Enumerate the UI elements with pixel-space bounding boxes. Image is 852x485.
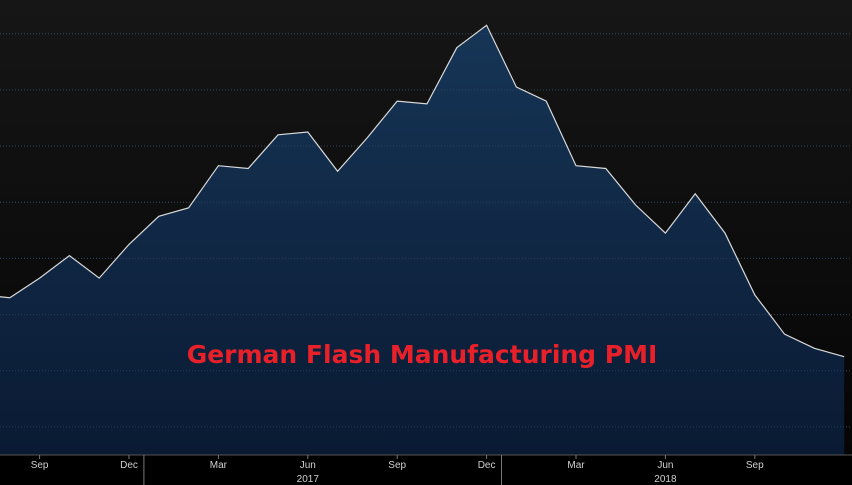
axis-background <box>0 455 852 485</box>
chart-title: German Flash Manufacturing PMI <box>187 340 658 369</box>
data-point <box>158 215 160 217</box>
x-tick-label: Mar <box>210 460 228 471</box>
x-tick-label: Dec <box>120 460 138 471</box>
data-point <box>426 103 428 105</box>
gridlines-overlay <box>0 33 852 428</box>
x-tick-label: Sep <box>388 460 406 471</box>
x-tick-label: Jun <box>300 460 316 471</box>
x-tick-label: Sep <box>746 460 764 471</box>
data-point <box>634 204 636 206</box>
x-tick-label: Mar <box>567 460 585 471</box>
data-point <box>336 170 338 172</box>
data-point <box>247 167 249 169</box>
data-point <box>754 294 756 296</box>
data-point <box>813 347 815 349</box>
x-axis: Sep Dec Mar Jun Sep Dec Mar Jun Sep 2017 2018 <box>0 454 852 485</box>
series-line <box>0 24 845 358</box>
data-point <box>396 100 398 102</box>
data-point <box>575 165 577 167</box>
data-point <box>664 232 666 234</box>
data-point <box>545 100 547 102</box>
data-point <box>724 232 726 234</box>
data-point <box>843 356 845 358</box>
x-tick-label: Jun <box>657 460 673 471</box>
x-tick-label: Sep <box>31 460 49 471</box>
data-point <box>515 86 517 88</box>
data-point <box>187 207 189 209</box>
data-point <box>98 277 100 279</box>
series-area <box>0 25 845 455</box>
data-point <box>9 297 11 299</box>
data-point <box>217 165 219 167</box>
data-point <box>128 243 130 245</box>
data-point <box>694 193 696 195</box>
data-point <box>277 134 279 136</box>
x-year-label: 2017 <box>297 474 320 485</box>
data-point <box>38 277 40 279</box>
data-point <box>783 333 785 335</box>
data-point <box>485 24 487 26</box>
data-point <box>68 254 70 256</box>
x-tick-label: Dec <box>478 460 496 471</box>
data-point <box>366 136 368 138</box>
x-year-label: 2018 <box>654 474 677 485</box>
data-point <box>307 131 309 133</box>
data-point <box>456 47 458 49</box>
data-point <box>605 167 607 169</box>
